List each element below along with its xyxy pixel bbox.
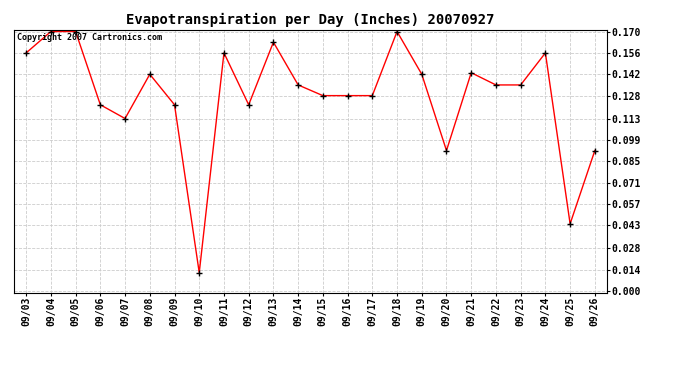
Text: Copyright 2007 Cartronics.com: Copyright 2007 Cartronics.com xyxy=(17,33,161,42)
Title: Evapotranspiration per Day (Inches) 20070927: Evapotranspiration per Day (Inches) 2007… xyxy=(126,13,495,27)
